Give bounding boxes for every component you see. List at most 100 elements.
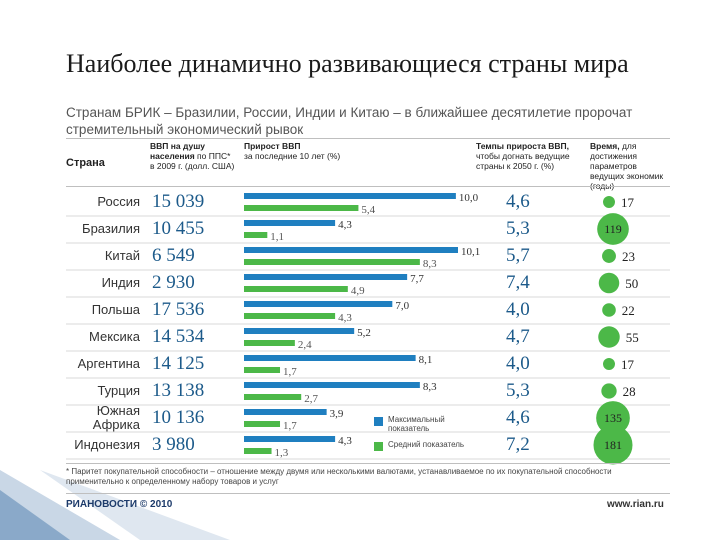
- years-circle: [598, 326, 620, 348]
- bar-avg-label: 1,7: [283, 366, 297, 378]
- bar-avg: [244, 232, 268, 238]
- bar-max: [244, 247, 458, 253]
- bar-max: [244, 382, 420, 388]
- years-label: 17: [621, 195, 635, 210]
- bar-max-label: 8,1: [419, 354, 433, 366]
- years-label: 23: [622, 249, 635, 264]
- legend-swatch-avg: [374, 442, 383, 451]
- col-header-rate-bold: Темпы прироста ВВП,: [476, 141, 569, 151]
- country-label: Польша: [91, 302, 140, 317]
- years-label: 119: [604, 222, 622, 236]
- col-header-time-bold: Время,: [590, 141, 620, 151]
- years-label: 50: [625, 276, 638, 291]
- header-top-rule: [66, 138, 670, 139]
- gdp-value: 10 455: [152, 218, 205, 239]
- country-label: Индонезия: [74, 437, 140, 452]
- years-label: 181: [604, 438, 622, 452]
- bar-max-label: 4,3: [338, 219, 352, 231]
- growth-rate-value: 5,3: [506, 218, 530, 239]
- growth-rate-value: 7,2: [506, 434, 530, 455]
- bar-avg-label: 4,3: [338, 312, 352, 324]
- bottom-rule: [66, 493, 670, 494]
- col-header-rate: Темпы прироста ВВП, чтобы догнать ведущи…: [476, 141, 580, 171]
- years-circle: [596, 401, 630, 435]
- bar-max: [244, 301, 393, 307]
- legend-label-avg: Средний показатель: [388, 440, 465, 449]
- col-header-growth: Прирост ВВП за последние 10 лет (%): [244, 141, 374, 161]
- col-header-gdp: ВВП на душу населения по ППС* в 2009 г. …: [150, 141, 236, 171]
- gdp-value: 2 930: [152, 272, 195, 293]
- gdp-value: 14 125: [152, 353, 205, 374]
- bar-avg-label: 5,4: [361, 204, 375, 216]
- years-label: 135: [604, 411, 622, 425]
- bar-avg-label: 1,7: [283, 420, 297, 432]
- bar-max-label: 10,1: [461, 246, 480, 258]
- bar-avg: [244, 448, 272, 454]
- legend-swatch-max: [374, 417, 383, 426]
- page-subtitle: Странам БРИК – Бразилии, России, Индии и…: [66, 105, 633, 137]
- growth-rate-value: 5,7: [506, 245, 530, 266]
- bar-avg-label: 8,3: [423, 258, 437, 270]
- bar-max-label: 10,0: [459, 192, 479, 204]
- growth-rate-value: 4,0: [506, 299, 530, 320]
- bar-avg-label: 4,9: [351, 285, 365, 297]
- bar-max-label: 7,0: [395, 300, 409, 312]
- bar-avg-label: 1,1: [270, 231, 284, 243]
- country-label: Бразилия: [82, 221, 140, 236]
- gdp-value: 15 039: [152, 191, 205, 212]
- gdp-value: 3 980: [152, 434, 195, 455]
- country-label: Южная Африка: [92, 403, 140, 432]
- years-circle: [598, 272, 620, 294]
- bar-max: [244, 409, 327, 415]
- years-circle: [602, 249, 616, 263]
- bar-avg: [244, 205, 359, 211]
- legend-label-max: Максимальный показатель: [388, 415, 445, 433]
- country-label: Индия: [101, 275, 140, 290]
- bar-avg: [244, 367, 281, 373]
- footer-rule: [66, 463, 670, 464]
- footnote: * Паритет покупательной способности – от…: [66, 467, 612, 486]
- col-header-gdp-bold: ВВП на душу населения: [150, 141, 206, 161]
- growth-rate-value: 7,4: [506, 272, 530, 293]
- gdp-value: 13 138: [152, 380, 205, 401]
- bar-max: [244, 436, 336, 442]
- col-header-gdp-rest: по ППС* в 2009 г. (долл. США): [150, 151, 235, 171]
- bar-avg: [244, 421, 281, 427]
- bar-avg: [244, 394, 302, 400]
- gdp-value: 17 536: [152, 299, 205, 320]
- years-label: 22: [622, 303, 635, 318]
- site-url: www.rian.ru: [607, 499, 664, 510]
- page-title: Наиболее динамично развивающиеся страны …: [66, 49, 629, 78]
- bar-avg-label: 1,3: [275, 447, 289, 459]
- years-label: 55: [626, 330, 639, 345]
- bar-max-label: 3,9: [330, 408, 344, 420]
- bar-max: [244, 220, 336, 226]
- bar-max: [244, 328, 355, 334]
- gdp-value: 10 136: [152, 407, 205, 428]
- bar-max: [244, 193, 456, 199]
- bar-avg-label: 2,7: [304, 393, 318, 405]
- country-label: Аргентина: [77, 356, 140, 371]
- col-header-growth-rest: за последние 10 лет (%): [244, 151, 341, 161]
- years-circle: [601, 383, 617, 399]
- bar-max-label: 5,2: [357, 327, 371, 339]
- bar-max: [244, 274, 408, 280]
- growth-rate-value: 4,6: [506, 191, 530, 212]
- bar-avg: [244, 259, 420, 265]
- gdp-value: 6 549: [152, 245, 195, 266]
- ria-logo: РИАНОВОСТИ © 2010: [66, 499, 173, 510]
- col-header-rate-rest: чтобы догнать ведущие страны к 2050 г. (…: [476, 151, 570, 171]
- bar-avg: [244, 286, 348, 292]
- years-circle: [603, 196, 615, 208]
- col-header-country: Страна: [66, 157, 105, 169]
- country-label: Турция: [97, 383, 140, 398]
- bar-max: [244, 355, 416, 361]
- years-circle: [597, 213, 629, 245]
- bar-avg: [244, 340, 295, 346]
- years-circle: [602, 303, 616, 317]
- country-label: Мексика: [88, 329, 140, 344]
- growth-rate-value: 5,3: [506, 380, 530, 401]
- years-circle: [593, 425, 633, 465]
